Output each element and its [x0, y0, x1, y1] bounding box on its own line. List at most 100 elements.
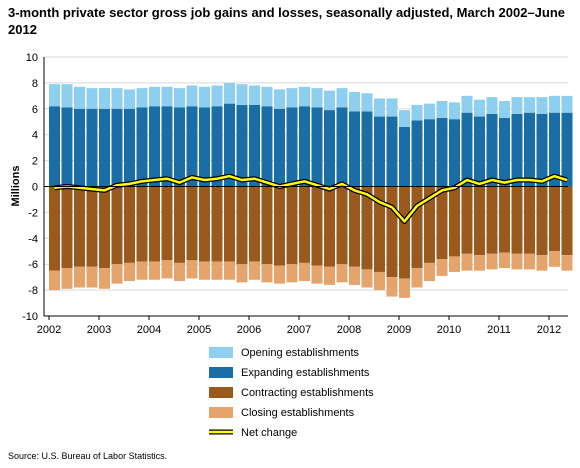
bar-closing — [499, 252, 510, 269]
bar-expanding — [249, 104, 260, 187]
bar-contracting — [524, 186, 535, 254]
bar-closing — [349, 266, 360, 285]
bar-expanding — [449, 119, 460, 187]
bar-opening — [161, 86, 173, 107]
bar-expanding — [499, 117, 510, 187]
y-tick-label: -8 — [28, 285, 38, 297]
y-tick-label: 2 — [32, 156, 38, 168]
bar-expanding — [236, 104, 248, 187]
bar-closing — [399, 278, 410, 298]
bar-closing — [524, 253, 535, 270]
bar-opening — [124, 89, 135, 109]
bar-expanding — [461, 112, 473, 187]
x-tick-label: 2007 — [287, 324, 311, 336]
bar-contracting — [286, 186, 298, 265]
bar-closing — [336, 264, 348, 283]
bar-expanding — [399, 126, 410, 187]
bar-expanding — [286, 107, 298, 187]
bar-closing — [511, 253, 523, 270]
legend-label-opening: Opening establishments — [241, 347, 360, 359]
bar-expanding — [311, 107, 323, 187]
bar-closing — [74, 266, 85, 288]
bar-contracting — [86, 186, 98, 267]
x-tick-label: 2003 — [87, 324, 111, 336]
bar-expanding — [536, 113, 548, 187]
bar-opening — [374, 98, 385, 117]
bar-expanding — [486, 113, 498, 187]
bar-contracting — [224, 186, 235, 262]
bar-contracting — [374, 186, 385, 272]
y-tick-label: -10 — [22, 311, 38, 323]
bar-closing — [486, 253, 498, 270]
bar-contracting — [236, 186, 248, 265]
bar-opening — [99, 88, 110, 109]
bar-contracting — [511, 186, 523, 254]
y-axis-title: Millions — [10, 166, 22, 207]
bar-closing — [149, 261, 160, 280]
bar-closing — [549, 251, 560, 267]
bar-opening — [436, 101, 448, 118]
bar-closing — [249, 261, 260, 280]
bar-opening — [261, 86, 273, 107]
bar-opening — [211, 85, 223, 107]
bar-contracting — [174, 186, 185, 263]
y-tick-label: 8 — [32, 78, 38, 90]
bar-expanding — [361, 111, 373, 187]
bar-expanding — [411, 120, 423, 187]
bar-expanding — [86, 108, 98, 187]
y-tick-label: 6 — [32, 104, 38, 116]
bar-closing — [274, 265, 285, 284]
bar-expanding — [111, 108, 123, 187]
bar-contracting — [274, 186, 285, 266]
axis-layer: -10 -8 -6 -4 -2 0 2 4 6 8 10 2002 2003 2004 2005 2006 20… — [22, 52, 568, 336]
bar-closing — [86, 266, 98, 288]
legend-swatch-opening — [209, 347, 233, 358]
bar-expanding — [49, 106, 60, 187]
bar-expanding — [74, 108, 85, 187]
bar-expanding — [224, 103, 235, 187]
bar-closing — [361, 269, 373, 288]
bar-opening — [549, 95, 560, 113]
bar-expanding — [174, 107, 185, 187]
legend-swatch-expanding — [209, 367, 233, 378]
legend-label-contracting: Contracting establishments — [241, 387, 374, 399]
bar-contracting — [124, 186, 135, 263]
x-tick-label: 2005 — [187, 324, 211, 336]
bar-contracting — [111, 186, 123, 265]
bar-expanding — [474, 116, 485, 187]
bar-contracting — [386, 186, 398, 278]
bar-expanding — [299, 106, 310, 187]
bar-opening — [474, 99, 485, 117]
bar-closing — [324, 266, 335, 285]
bar-closing — [211, 261, 223, 280]
bar-opening — [324, 90, 335, 111]
bar-contracting — [74, 186, 85, 267]
bar-opening — [199, 86, 210, 108]
bar-closing — [311, 265, 323, 284]
bar-opening — [274, 89, 285, 109]
bar-opening — [411, 104, 423, 121]
legend-label-net-change: Net change — [241, 427, 297, 439]
bar-contracting — [299, 186, 310, 263]
bar-opening — [186, 85, 198, 107]
bar-closing — [99, 268, 110, 289]
bar-opening — [461, 95, 473, 113]
bar-contracting — [136, 186, 148, 262]
bar-expanding — [136, 107, 148, 187]
bar-contracting — [349, 186, 360, 267]
bar-closing — [561, 255, 573, 271]
bar-opening — [286, 88, 298, 108]
bar-opening — [149, 86, 160, 107]
bar-contracting — [436, 186, 448, 260]
source-note: Source: U.S. Bureau of Labor Statistics. — [8, 451, 168, 461]
legend: Opening establishments Expanding establis… — [209, 347, 374, 439]
x-tick-label: 2009 — [387, 324, 411, 336]
bar-contracting — [336, 186, 348, 265]
bar-expanding — [124, 108, 135, 187]
bar-opening — [524, 97, 535, 113]
bar-closing — [461, 253, 473, 271]
x-tick-label: 2002 — [37, 324, 61, 336]
bar-opening — [349, 91, 360, 112]
bar-closing — [449, 256, 460, 272]
chart-title: 3-month private sector gross job gains a… — [8, 5, 566, 37]
